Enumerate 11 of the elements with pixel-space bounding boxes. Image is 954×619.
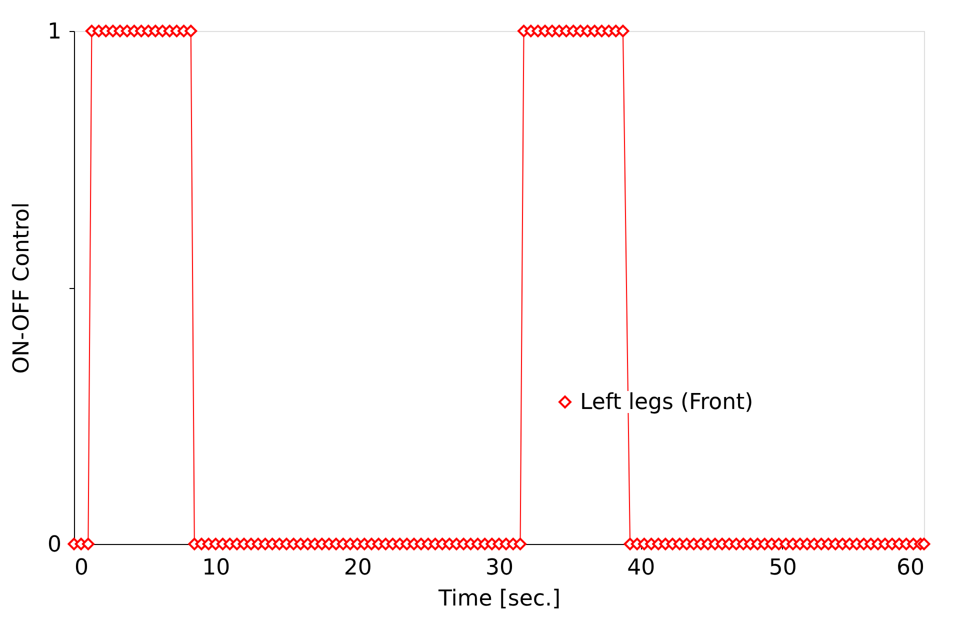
y-axis-title: ON-OFF Control: [10, 202, 35, 374]
legend-label: Left legs (Front): [580, 390, 754, 415]
x-tick-label: 30: [486, 556, 514, 580]
y-tick-label: 1: [48, 20, 62, 44]
x-tick-label: 40: [627, 556, 656, 580]
x-tick-label: 10: [202, 556, 230, 580]
x-tick-label: 20: [344, 556, 372, 580]
x-axis-title: Time [sec.]: [437, 586, 561, 612]
x-tick-label: 50: [768, 556, 797, 580]
x-tick-label: 60: [896, 556, 924, 580]
x-tick-label: 0: [74, 556, 88, 580]
